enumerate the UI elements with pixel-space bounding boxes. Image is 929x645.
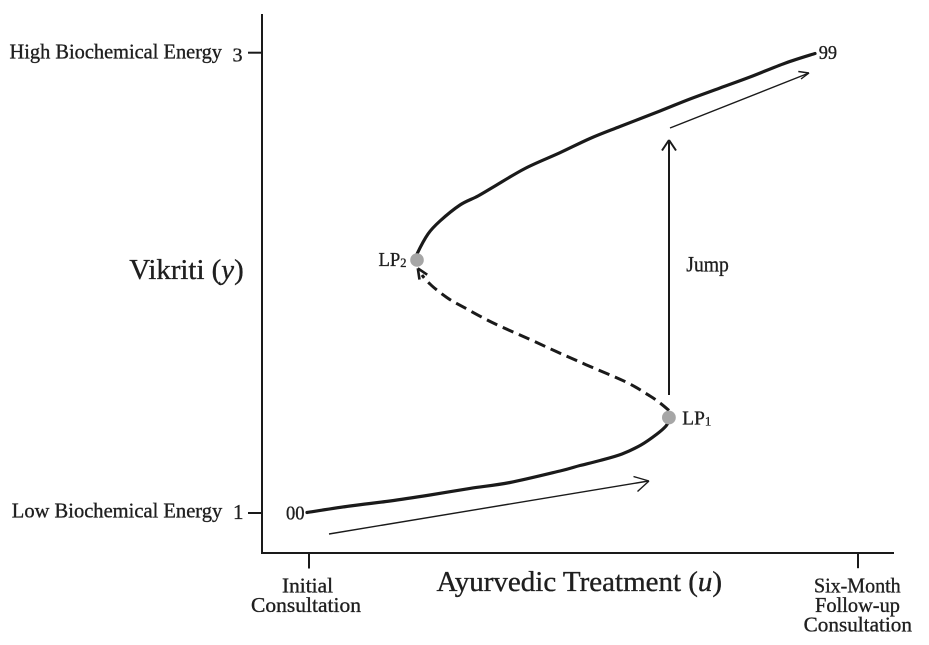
- svg-text:High Biochemical Energy: High Biochemical Energy: [10, 39, 223, 63]
- svg-text:LP1: LP1: [682, 409, 711, 430]
- svg-text:00: 00: [286, 503, 305, 525]
- svg-text:1: 1: [233, 500, 244, 524]
- svg-text:Follow-up: Follow-up: [815, 593, 900, 617]
- svg-text:Consultation: Consultation: [804, 613, 913, 637]
- svg-text:Initial: Initial: [282, 573, 333, 597]
- svg-text:99: 99: [819, 42, 837, 64]
- svg-text:Six-Month: Six-Month: [814, 573, 901, 597]
- svg-text:Vikriti (y): Vikriti (y): [129, 255, 243, 286]
- svg-text:Low Biochemical Energy: Low Biochemical Energy: [12, 499, 223, 523]
- svg-text:Ayurvedic Treatment (u): Ayurvedic Treatment (u): [437, 567, 723, 598]
- svg-text:Consultation: Consultation: [251, 593, 362, 617]
- svg-text:3: 3: [233, 45, 243, 67]
- svg-text:Jump: Jump: [686, 252, 729, 277]
- svg-text:LP2: LP2: [379, 250, 407, 271]
